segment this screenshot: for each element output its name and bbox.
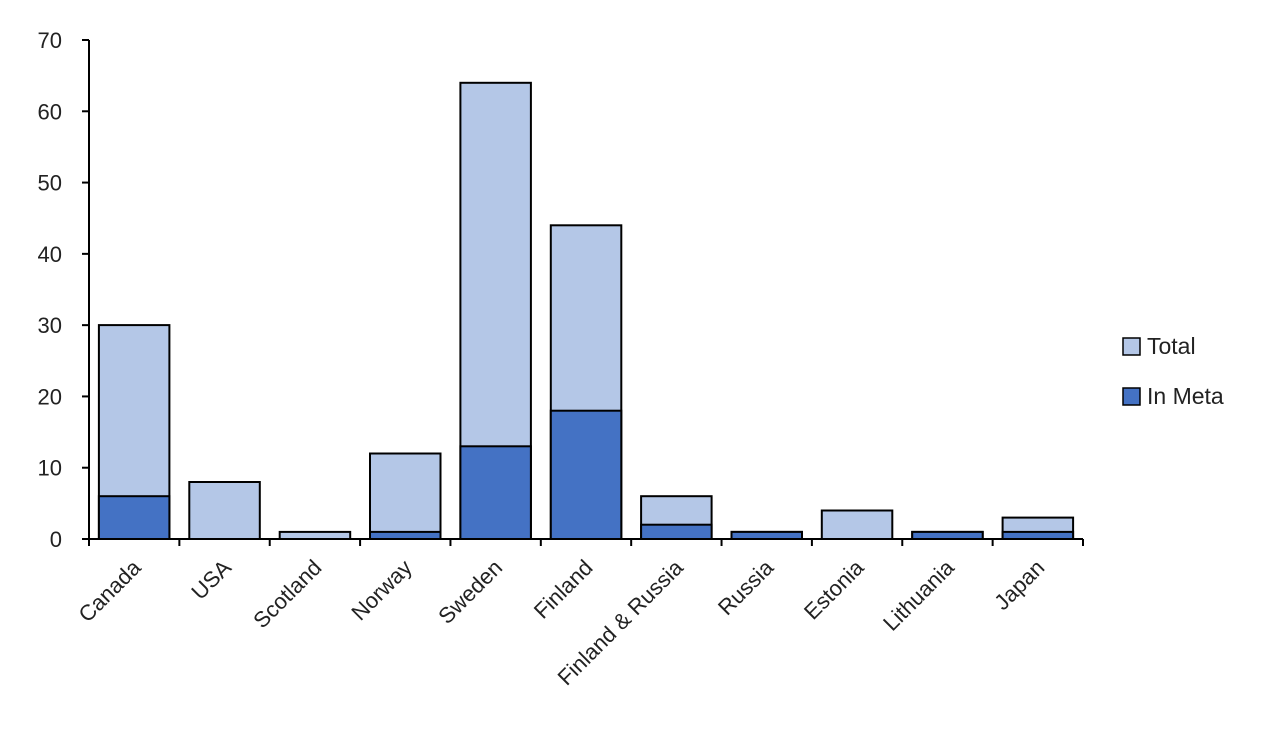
bar-in-meta [640, 523, 713, 541]
x-tick-label: USA [186, 555, 236, 605]
x-tick-label: Sweden [433, 555, 507, 629]
bar-in-meta [97, 495, 171, 541]
x-tick-label: Canada [74, 554, 147, 627]
x-tick-label: Lithuania [878, 554, 959, 635]
labels-layer: 0 10 20 30 40 50 60 70 Canada USA Scotland Norway Sw… [38, 28, 1050, 690]
legend-label: In Meta [1147, 383, 1224, 409]
bar-total [278, 530, 352, 541]
y-tick-label: 30 [38, 313, 62, 338]
y-tick-label: 20 [38, 384, 62, 409]
legend: Total In Meta [1122, 333, 1224, 409]
x-tick-label: Estonia [799, 554, 869, 624]
bar-total [369, 452, 442, 540]
x-tick-label: Norway [346, 555, 416, 625]
x-tick-label: Scotland [248, 555, 326, 633]
axes-layer [82, 39, 1084, 546]
legend-item: Total [1122, 333, 1196, 359]
y-tick-label: 50 [38, 171, 62, 196]
legend-swatch [1122, 387, 1141, 406]
bar-in-meta [369, 530, 442, 541]
bar-total [188, 481, 261, 540]
bar-in-meta [730, 530, 803, 541]
y-tick-label: 60 [38, 99, 62, 124]
bars-layer [97, 81, 1075, 541]
y-tick-label: 70 [38, 28, 62, 53]
x-tick-label: Russia [713, 554, 779, 620]
legend-label: Total [1147, 333, 1196, 359]
bar-in-meta [1001, 530, 1075, 541]
y-tick-label: 0 [50, 527, 62, 552]
legend-item: In Meta [1122, 383, 1224, 409]
y-tick-label: 10 [38, 456, 62, 481]
bar-in-meta [911, 530, 984, 541]
legend-swatch [1122, 337, 1141, 356]
bar-in-meta [549, 409, 623, 541]
y-tick-label: 40 [38, 242, 62, 267]
x-tick-label: Japan [989, 555, 1049, 615]
bar-in-meta [459, 445, 532, 540]
bar-total [820, 509, 894, 540]
x-tick-label: Finland [529, 555, 598, 624]
